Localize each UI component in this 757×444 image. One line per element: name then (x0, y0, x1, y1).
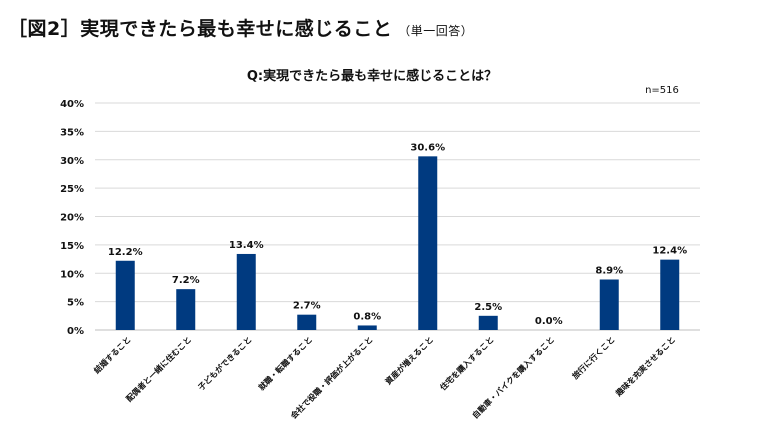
x-tick-label: 配偶者と一緒に住むこと (124, 334, 193, 403)
x-tick-label: 資産が増えること (383, 334, 435, 386)
figure-title-text: 実現できたら最も幸せに感じること (80, 18, 393, 40)
data-label: 2.7% (293, 301, 321, 312)
bar (418, 156, 438, 330)
y-tick-label: 10% (60, 269, 84, 280)
y-tick-label: 20% (60, 213, 84, 224)
x-tick-label: 就職・転職すること (256, 334, 314, 392)
y-tick-label: 35% (60, 127, 84, 138)
data-label: 2.5% (474, 302, 502, 313)
data-label: 30.6% (410, 142, 445, 153)
x-tick-label: 子どもができること (196, 334, 254, 392)
sample-size-label: n=516 (645, 85, 679, 96)
y-tick-label: 30% (60, 156, 84, 167)
bar (660, 259, 680, 330)
y-tick-label: 0% (67, 326, 84, 337)
x-tick-label: 住宅を購入すること (438, 334, 496, 392)
bar-layer (115, 156, 680, 330)
data-label: 7.2% (172, 275, 200, 286)
x-tick-label: 趣味を充実させること (613, 334, 677, 398)
data-label: 13.4% (229, 240, 264, 251)
x-tick-label: 結婚すること (92, 334, 133, 375)
bar (176, 289, 196, 330)
bar (115, 260, 135, 330)
y-tick-label: 40% (60, 99, 84, 110)
bar (478, 315, 498, 330)
figure-title: ［図2］実現できたら最も幸せに感じること （単一回答） (8, 14, 473, 41)
x-tick-label: 旅行に行くこと (570, 334, 617, 381)
bar (297, 314, 317, 330)
bar (357, 325, 377, 330)
data-label: 0.8% (353, 311, 381, 322)
y-tick-label: 15% (60, 241, 84, 252)
data-label: 12.4% (652, 246, 687, 257)
data-label: 12.2% (108, 247, 143, 258)
y-tick-label: 5% (67, 298, 84, 309)
label-layer: 0% 5% 10% 15% 20% 25% 30% 35% 40% 12.2% 結婚すること 7.2%… (60, 99, 687, 421)
bar (599, 279, 619, 330)
grid-layer (95, 102, 700, 331)
data-label: 0.0% (535, 316, 563, 327)
chart-title: Q:実現できたら最も幸せに感じることは？ (247, 68, 497, 84)
bar (236, 253, 256, 330)
data-label: 8.9% (595, 265, 623, 276)
y-tick-label: 25% (60, 184, 84, 195)
figure-note: （単一回答） (398, 24, 474, 38)
figure-label: ［図2］ (8, 18, 81, 40)
